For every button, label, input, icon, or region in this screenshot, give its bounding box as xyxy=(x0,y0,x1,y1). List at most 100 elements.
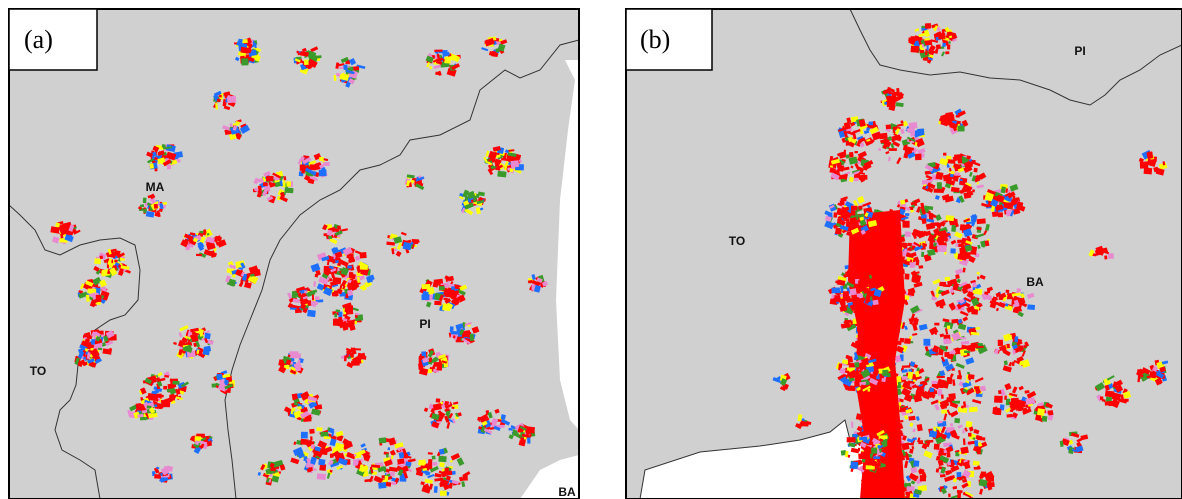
land-patch xyxy=(449,284,454,287)
land-patch xyxy=(313,468,317,471)
land-patch xyxy=(421,295,429,301)
land-patch xyxy=(360,252,367,258)
land-patch xyxy=(850,462,858,469)
land-patch xyxy=(1108,401,1116,406)
land-patch xyxy=(846,218,850,225)
land-patch xyxy=(954,418,960,423)
land-patch xyxy=(957,472,962,477)
land-patch xyxy=(859,437,867,441)
land-patch xyxy=(943,153,946,156)
land-patch xyxy=(956,115,960,118)
land-patch xyxy=(951,319,958,324)
land-patch xyxy=(902,365,910,368)
land-patch xyxy=(840,201,845,205)
land-patch xyxy=(843,291,849,298)
land-patch xyxy=(450,294,453,299)
land-patch xyxy=(212,383,217,387)
land-patch xyxy=(297,406,302,409)
land-patch xyxy=(937,182,942,189)
land-patch xyxy=(154,474,161,479)
land-patch xyxy=(167,164,172,169)
land-patch xyxy=(942,43,946,47)
panel-label: (b) xyxy=(640,25,670,54)
land-patch xyxy=(856,375,861,382)
land-patch xyxy=(319,157,324,161)
page: {"panels": [ {"label": "(a)", "regions":… xyxy=(0,0,1182,499)
land-patch xyxy=(921,252,924,257)
land-patch xyxy=(241,58,248,65)
land-patch xyxy=(920,50,925,53)
land-patch xyxy=(849,152,853,158)
land-patch xyxy=(851,422,853,428)
land-patch xyxy=(905,231,911,237)
land-patch xyxy=(947,325,950,329)
land-patch xyxy=(974,386,979,389)
land-patch xyxy=(332,292,336,296)
land-patch xyxy=(55,223,59,228)
land-patch xyxy=(871,278,878,282)
land-patch xyxy=(908,416,915,421)
land-patch xyxy=(436,398,441,402)
land-patch xyxy=(446,401,449,403)
land-patch xyxy=(451,331,460,335)
land-patch xyxy=(871,448,877,454)
land-patch xyxy=(309,429,315,434)
land-patch xyxy=(447,471,453,476)
land-patch xyxy=(867,305,871,310)
land-patch xyxy=(963,438,966,445)
land-patch xyxy=(851,206,858,211)
land-patch xyxy=(847,356,853,362)
land-patch xyxy=(866,127,870,130)
land-patch xyxy=(334,313,337,317)
land-patch xyxy=(238,39,243,45)
land-patch xyxy=(143,198,147,203)
land-patch xyxy=(470,334,474,341)
land-patch xyxy=(943,284,950,287)
land-patch xyxy=(310,436,312,440)
land-patch xyxy=(847,437,856,442)
region-label: PI xyxy=(1074,44,1085,58)
land-patch xyxy=(992,211,999,217)
land-patch xyxy=(931,381,938,384)
land-patch xyxy=(315,274,319,278)
land-patch xyxy=(391,482,396,486)
land-patch xyxy=(947,44,950,49)
land-patch xyxy=(910,262,916,268)
land-patch xyxy=(968,374,975,379)
land-patch xyxy=(1024,345,1027,348)
land-patch xyxy=(324,436,331,439)
land-patch xyxy=(937,376,945,378)
land-patch xyxy=(915,476,918,479)
land-patch xyxy=(1140,162,1149,169)
land-patch xyxy=(935,172,943,180)
land-patch xyxy=(1007,344,1010,349)
land-patch xyxy=(312,295,314,301)
land-patch xyxy=(307,310,316,317)
land-patch xyxy=(885,439,888,446)
land-patch xyxy=(1144,168,1153,175)
land-patch xyxy=(837,219,839,224)
land-patch xyxy=(154,204,158,209)
land-patch xyxy=(1121,399,1129,402)
land-patch xyxy=(96,295,102,302)
land-patch xyxy=(998,390,1001,394)
land-patch xyxy=(973,287,975,290)
panel-b xyxy=(626,9,1182,499)
land-patch xyxy=(434,486,438,493)
land-patch xyxy=(919,265,924,269)
land-patch xyxy=(440,491,447,496)
land-patch xyxy=(934,189,942,193)
land-patch xyxy=(947,159,955,164)
land-patch xyxy=(901,442,909,450)
land-patch xyxy=(879,133,887,139)
land-patch xyxy=(964,351,970,354)
land-patch xyxy=(846,141,849,146)
land-patch xyxy=(315,296,319,300)
land-patch xyxy=(360,265,368,270)
land-patch xyxy=(854,151,857,153)
land-patch xyxy=(916,260,920,266)
region-label: MA xyxy=(146,180,165,194)
land-patch xyxy=(911,467,918,474)
land-patch xyxy=(497,171,506,178)
land-patch xyxy=(836,302,839,304)
